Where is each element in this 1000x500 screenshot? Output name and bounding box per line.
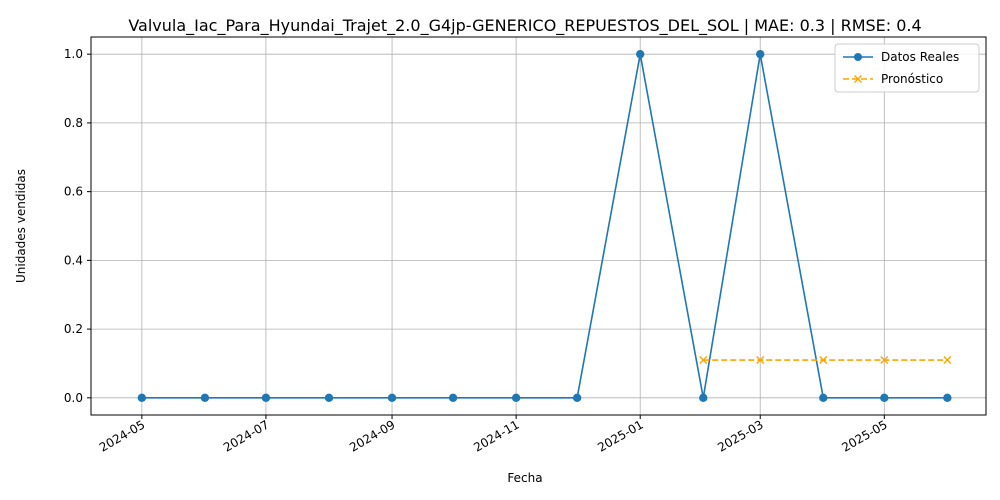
data-point — [880, 356, 889, 365]
y-tick-label: 1.0 — [64, 47, 83, 61]
data-point — [261, 393, 271, 403]
x-axis-label: Fecha — [507, 471, 542, 485]
grid — [91, 37, 986, 415]
legend-box — [834, 43, 980, 93]
y-tick-label: 0.6 — [64, 185, 83, 199]
data-point — [819, 393, 828, 403]
data-point — [943, 356, 952, 365]
y-tick-label: 0.4 — [64, 253, 83, 267]
marker-stroke — [819, 356, 828, 365]
data-point — [200, 393, 210, 403]
data-point — [880, 393, 889, 403]
legend: Datos Reales Pronóstico — [834, 43, 980, 93]
marker-stroke — [699, 356, 708, 365]
legend-label: Datos Reales — [881, 50, 959, 64]
data-point — [387, 393, 397, 403]
data-point — [756, 49, 765, 59]
data-point — [699, 356, 708, 365]
data-point — [572, 393, 582, 403]
data-point — [699, 393, 708, 403]
data-point — [324, 393, 334, 403]
chart-title: Valvula_Iac_Para_Hyundai_Trajet_2.0_G4jp… — [128, 16, 921, 36]
series-layer — [137, 49, 952, 403]
y-tick-label: 0.8 — [64, 116, 83, 130]
y-tick-label: 0.2 — [64, 322, 83, 336]
y-tick-label: 0.0 — [64, 391, 83, 405]
data-point — [636, 49, 645, 59]
data-point — [511, 393, 521, 403]
marker-stroke — [880, 356, 889, 365]
legend-marker — [854, 53, 862, 61]
marker-stroke — [756, 356, 765, 365]
marker-stroke — [943, 356, 952, 365]
data-point — [448, 393, 458, 403]
plot-frame — [90, 36, 987, 416]
legend-label: Pronóstico — [881, 72, 943, 86]
data-point — [756, 356, 765, 365]
data-point — [943, 393, 952, 403]
marker-stroke — [854, 75, 862, 83]
series-line — [141, 54, 948, 399]
data-point — [819, 356, 828, 365]
y-axis-label: Unidades vendidas — [14, 169, 28, 283]
legend-marker — [854, 75, 862, 83]
data-point — [137, 393, 147, 403]
